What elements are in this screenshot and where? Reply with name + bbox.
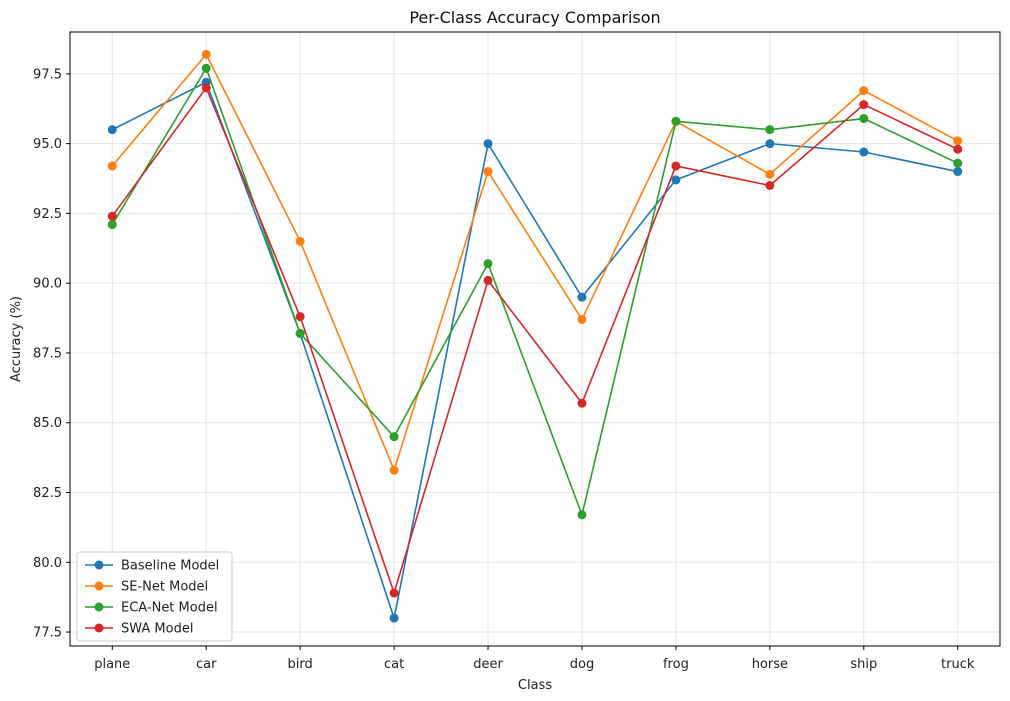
y-tick-label: 77.5 xyxy=(33,626,62,641)
data-point xyxy=(671,175,681,185)
data-point xyxy=(107,161,117,171)
x-tick-label: deer xyxy=(473,657,503,672)
x-tick-label: cat xyxy=(384,657,404,672)
data-point xyxy=(295,328,305,338)
data-point xyxy=(765,139,775,149)
data-point xyxy=(389,588,399,598)
data-point xyxy=(577,314,587,324)
x-tick-label: plane xyxy=(94,657,130,672)
data-point xyxy=(483,275,493,285)
x-tick-label: frog xyxy=(663,657,689,672)
data-point xyxy=(577,510,587,520)
data-point xyxy=(483,139,493,149)
legend-marker xyxy=(94,602,104,612)
y-tick-label: 87.5 xyxy=(33,346,62,361)
data-point xyxy=(483,259,493,269)
legend-marker xyxy=(94,560,104,570)
data-point xyxy=(201,63,211,73)
series xyxy=(107,63,963,520)
data-point xyxy=(107,125,117,135)
data-point xyxy=(953,158,963,168)
data-point xyxy=(201,83,211,93)
series xyxy=(107,49,963,475)
data-point xyxy=(107,211,117,221)
y-tick-label: 95.0 xyxy=(33,137,62,152)
data-point xyxy=(953,167,963,177)
data-point xyxy=(859,100,869,110)
data-point xyxy=(295,236,305,246)
series-line xyxy=(111,81,958,619)
data-point xyxy=(577,292,587,302)
data-point xyxy=(389,432,399,442)
legend-marker xyxy=(94,581,104,591)
data-point xyxy=(859,114,869,124)
x-tick-label: ship xyxy=(850,657,877,672)
legend-box xyxy=(76,551,233,642)
data-point xyxy=(859,86,869,96)
data-point xyxy=(107,220,117,230)
x-axis-label: Class xyxy=(518,678,552,693)
x-tick-label: horse xyxy=(752,657,788,672)
legend: Baseline Model SE-Net Model ECA-Net Model S… xyxy=(76,551,233,642)
series-line xyxy=(111,87,959,594)
series-line xyxy=(111,67,959,516)
y-tick-label: 97.5 xyxy=(33,67,62,82)
data-point xyxy=(765,181,775,190)
data-point xyxy=(671,161,681,171)
data-point xyxy=(201,49,211,59)
data-point xyxy=(671,116,681,126)
axis-ticks: plane car bird cat deer dog frog horse ship truck… xyxy=(33,67,975,672)
legend-label: SWA Model xyxy=(121,622,193,637)
y-tick-label: 90.0 xyxy=(33,277,62,292)
y-tick-label: 82.5 xyxy=(33,486,62,501)
chart-title: Per-Class Accuracy Comparison xyxy=(409,8,660,27)
y-axis-label: Accuracy (%) xyxy=(9,296,24,382)
data-point xyxy=(953,144,963,154)
y-tick-label: 85.0 xyxy=(33,416,62,431)
x-tick-label: car xyxy=(196,657,217,672)
series-group xyxy=(107,49,963,623)
data-point xyxy=(765,169,775,179)
data-point xyxy=(953,136,963,146)
legend-label: Baseline Model xyxy=(121,559,219,574)
y-tick-label: 92.5 xyxy=(33,207,62,222)
x-tick-label: truck xyxy=(941,657,975,672)
x-tick-label: dog xyxy=(570,657,594,672)
legend-marker xyxy=(94,623,104,633)
data-point xyxy=(577,398,587,408)
data-point xyxy=(765,125,775,135)
data-point xyxy=(295,312,305,322)
y-tick-label: 80.0 xyxy=(33,556,62,571)
legend-label: ECA-Net Model xyxy=(121,601,218,616)
data-point xyxy=(389,613,399,623)
plot-frame xyxy=(69,31,1001,647)
x-tick-label: bird xyxy=(288,657,313,672)
series-line xyxy=(111,53,959,471)
data-point xyxy=(389,465,399,475)
series xyxy=(107,83,963,598)
data-point xyxy=(859,147,869,157)
data-point xyxy=(483,167,493,177)
legend-label: SE-Net Model xyxy=(121,580,208,595)
